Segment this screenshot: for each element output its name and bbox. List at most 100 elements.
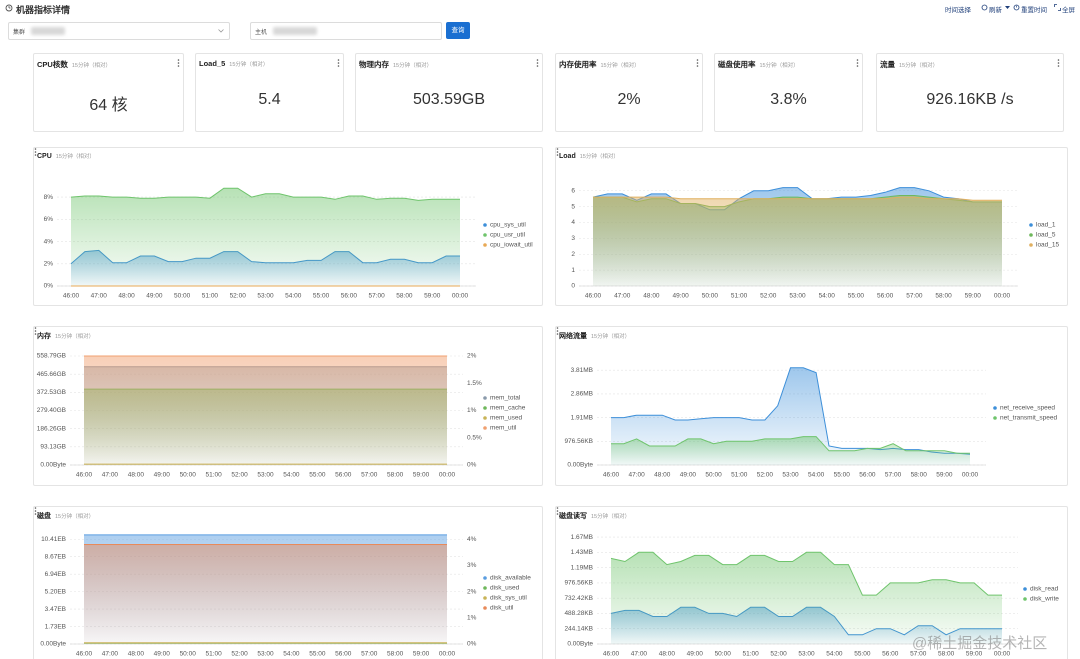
x-tick-label: 50:00: [715, 651, 732, 658]
reset-time-button[interactable]: 重置时间: [1021, 7, 1047, 14]
card-menu[interactable]: [337, 59, 340, 67]
host-input[interactable]: 主机: [250, 22, 442, 40]
panel-title-text: 磁盘: [37, 513, 51, 520]
x-tick-label: 46:00: [603, 651, 620, 658]
legend-swatch: [483, 396, 487, 400]
x-tick-label: 51:00: [206, 472, 223, 479]
x-tick-label: 57:00: [361, 651, 378, 658]
card-title-text: 流量: [880, 60, 895, 69]
legend-label: cpu_sys_util: [490, 222, 526, 229]
chart: 0.00Byte 976.56KB 1.91MB 2.86MB 3.81MB 46:00 4…: [564, 367, 1057, 479]
card-menu[interactable]: [536, 59, 539, 67]
time-select[interactable]: 时间选择: [945, 7, 971, 14]
y-tick-label: 0.00Byte: [567, 462, 593, 469]
panel-title: 网络流量 15分钟（相对）: [559, 331, 630, 341]
y-tick-label: 10.41EB: [41, 536, 66, 543]
cluster-value: [31, 27, 65, 35]
chart-panel: 0 1 2 3 4 5 6 46:00 47:00 48:00 49:00 50:00 51:00 52:…: [555, 147, 1068, 306]
legend-label: mem_util: [490, 425, 517, 432]
x-tick-label: 48:00: [118, 293, 135, 300]
legend-swatch: [483, 576, 487, 580]
x-tick-label: 56:00: [335, 651, 352, 658]
stat-card: Load_5 15分钟（相对） 5.4: [195, 53, 344, 132]
legend-label: disk_used: [490, 585, 520, 592]
panel-menu[interactable]: [556, 507, 559, 515]
x-tick-label: 54:00: [808, 472, 825, 479]
x-tick-label: 47:00: [91, 293, 108, 300]
legend-swatch: [483, 243, 487, 247]
x-tick-label: 49:00: [154, 472, 171, 479]
card-menu[interactable]: [1057, 59, 1060, 67]
x-tick-label: 56:00: [341, 293, 358, 300]
y-tick-label: 1.19MB: [571, 564, 593, 571]
y-tick-label: 1%: [467, 615, 477, 622]
stat-card: CPU核数 15分钟（相对） 64 核: [33, 53, 184, 132]
cluster-select[interactable]: 集群: [8, 22, 230, 40]
y-tick-label: 4%: [467, 536, 477, 543]
x-tick-label: 59:00: [965, 293, 982, 300]
chart: 0.00Byte 244.14KB 488.28KB 732.42KB 976.56KB…: [564, 534, 1059, 658]
x-tick-label: 58:00: [938, 651, 955, 658]
x-tick-label: 56:00: [335, 472, 352, 479]
panel-menu[interactable]: [34, 327, 37, 335]
x-tick-label: 46:00: [585, 293, 602, 300]
legend-swatch: [483, 606, 487, 610]
legend-label: disk_read: [1030, 586, 1059, 593]
query-button[interactable]: 查询: [446, 22, 470, 39]
refresh-button[interactable]: 刷新: [989, 7, 1002, 14]
y-tick-label: 1.67MB: [571, 534, 593, 541]
panel-title: 内存 15分钟（相对）: [37, 331, 94, 341]
cluster-label: 集群: [13, 30, 26, 36]
x-tick-label: 53:00: [798, 651, 815, 658]
x-tick-label: 55:00: [848, 293, 865, 300]
x-tick-label: 53:00: [257, 651, 274, 658]
panel-menu[interactable]: [556, 327, 559, 335]
series-area: [84, 356, 447, 465]
y-tick-label: 732.42KB: [564, 595, 593, 602]
panel-title-text: 磁盘读写: [559, 513, 587, 520]
legend-swatch: [483, 406, 487, 410]
x-tick-label: 53:00: [257, 293, 274, 300]
panel-subtitle: 15分钟（相对）: [579, 154, 619, 160]
x-tick-label: 54:00: [819, 293, 836, 300]
series-line: [70, 187, 460, 201]
y-tick-label: 0.00Byte: [567, 641, 593, 648]
panel-menu[interactable]: [34, 507, 37, 515]
x-tick-label: 47:00: [629, 472, 646, 479]
y-tick-label: 6.94EB: [45, 571, 66, 578]
x-tick-label: 51:00: [743, 651, 760, 658]
card-subtitle: 15分钟（相对）: [393, 63, 433, 69]
legend-swatch: [1023, 597, 1027, 601]
legend-label: cpu_iowait_util: [490, 242, 533, 249]
x-tick-label: 48:00: [659, 651, 676, 658]
x-tick-label: 49:00: [154, 651, 171, 658]
legend-swatch: [483, 416, 487, 420]
x-tick-label: 00:00: [994, 293, 1011, 300]
legend-label: mem_cache: [490, 405, 526, 412]
host-value: [273, 27, 317, 35]
x-tick-label: 53:00: [782, 472, 799, 479]
x-tick-label: 50:00: [174, 293, 191, 300]
panel-subtitle: 15分钟（相对）: [591, 334, 631, 340]
x-tick-label: 52:00: [230, 293, 247, 300]
legend-label: disk_sys_util: [490, 595, 527, 602]
card-menu[interactable]: [856, 59, 859, 67]
x-tick-label: 46:00: [76, 651, 93, 658]
x-tick-label: 47:00: [102, 472, 119, 479]
x-tick-label: 56:00: [877, 293, 894, 300]
x-tick-label: 56:00: [859, 472, 876, 479]
panel-title: 磁盘 15分钟（相对）: [37, 511, 94, 521]
x-tick-label: 50:00: [702, 293, 719, 300]
x-tick-label: 59:00: [424, 293, 441, 300]
fullscreen-button[interactable]: 全屏: [1062, 7, 1075, 14]
x-tick-label: 00:00: [962, 472, 979, 479]
panel-menu[interactable]: [34, 148, 37, 156]
x-tick-label: 00:00: [439, 651, 456, 658]
card-value: 926.16KB /s: [926, 91, 1014, 108]
panel-menu[interactable]: [556, 148, 559, 156]
card-menu[interactable]: [177, 59, 180, 67]
card-menu[interactable]: [696, 59, 699, 67]
card-subtitle: 15分钟（相对）: [71, 63, 111, 69]
x-tick-label: 57:00: [361, 472, 378, 479]
